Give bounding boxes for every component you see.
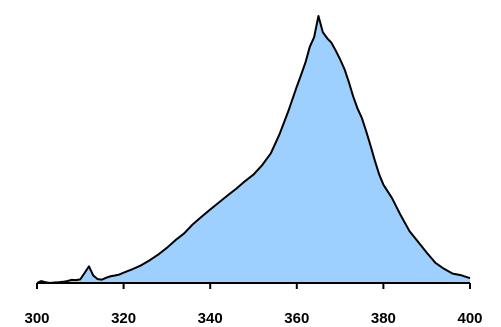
x-tick-label-340: 340	[198, 310, 223, 327]
x-tick-label-320: 320	[111, 310, 136, 327]
series-area-fill	[37, 15, 470, 283]
x-tick-label-300: 300	[24, 310, 49, 327]
series-outline	[36, 14, 471, 284]
x-tick-label-380: 380	[371, 310, 396, 327]
x-axis: 300 320 340 360 380 400	[24, 282, 483, 327]
x-tick-label-400: 400	[457, 310, 482, 327]
x-tick-label-360: 360	[284, 310, 309, 327]
plot-area	[36, 14, 471, 284]
